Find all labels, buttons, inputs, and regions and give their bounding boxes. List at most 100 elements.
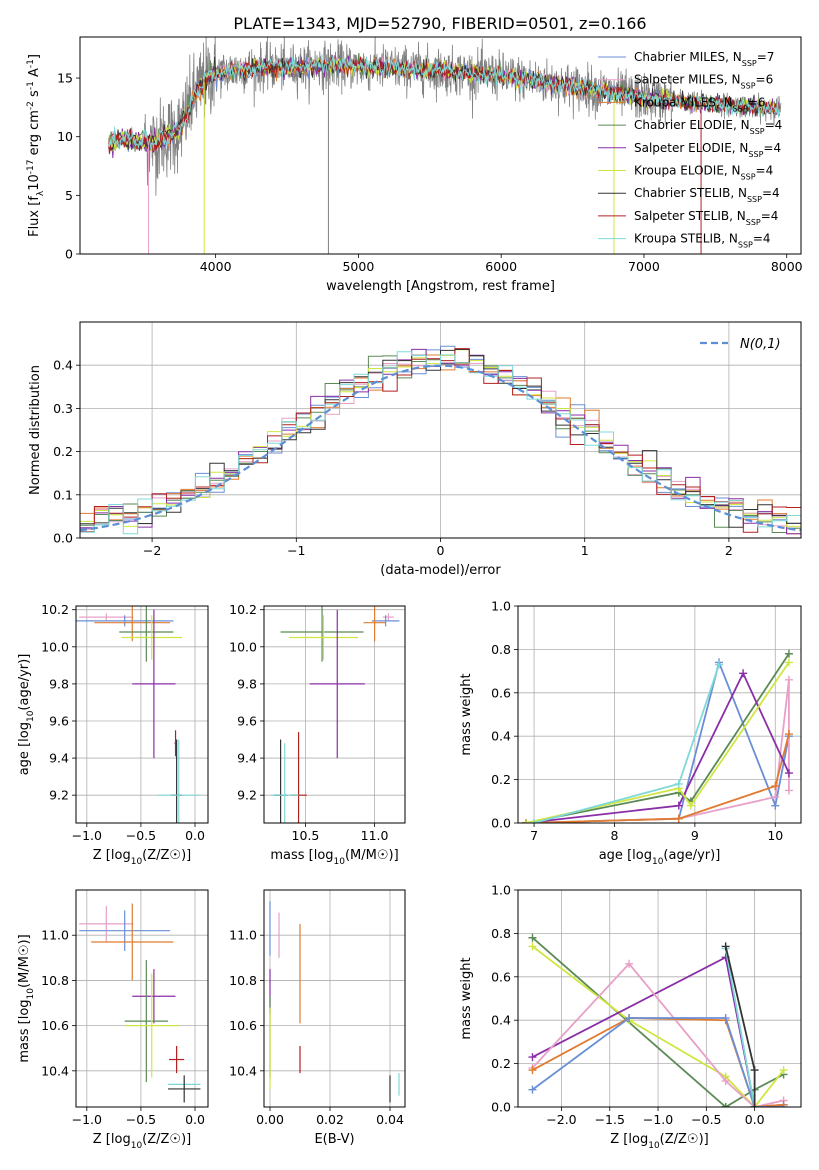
- spectrum-xtick-label: 4000: [200, 259, 232, 274]
- age_vs_mass-plot-area: [270, 606, 400, 823]
- residual_histogram-ytick-label: 0.2: [53, 444, 73, 459]
- mass_vs_Z-ytick-label: 10.4: [41, 1063, 69, 1078]
- legend-label-salpeter_elodie: Salpeter ELODIE, NSSP=4: [634, 141, 781, 159]
- residual_histogram-plot-area: [80, 345, 801, 538]
- mass_vs_Z-ylabel: mass [log10(M/M☉)]: [17, 934, 36, 1062]
- residual_histogram-ytick-label: 0.4: [53, 358, 73, 373]
- spectrum-ytick-label: 0: [65, 247, 73, 262]
- age_vs_mass-ytick-label: 9.2: [237, 788, 257, 803]
- mass_vs_ebv-frame: [263, 889, 406, 1108]
- mass_vs_ebv-ytick-label: 10.8: [229, 973, 257, 988]
- mass_weight_vs_age-ytick-label: 0.8: [491, 642, 511, 657]
- mass_vs_ebv-xtick-label: 0.02: [316, 1112, 344, 1127]
- mass_weight_vs_age-ytick-label: 0.4: [491, 729, 511, 744]
- spectrum-model-kroupa_stelib: [108, 54, 780, 151]
- age_vs_Z-ylabel: age [log10(age/yr)]: [17, 654, 36, 776]
- mass_weight_vs_Z-marker-salpeter_elodie: [528, 1053, 537, 1062]
- mass_weight_vs_Z-marker-chabrier_stelib: [750, 1103, 759, 1107]
- age_vs_Z-ytick-label: 10.0: [41, 639, 69, 654]
- legend-suffix: =6: [748, 95, 766, 109]
- mass_vs_Z-plot-area: [79, 903, 201, 1103]
- mass_weight_vs_Z-marker-salpeter_miles: [625, 959, 634, 968]
- residual_histogram-panel: −2 −1 0 1 2 0.0 0.1 0.2 0.3 0.4 (data-model)/error…: [28, 321, 802, 578]
- mass_weight_vs_age-ytick-label: 0.0: [491, 816, 511, 831]
- age_vs_Z-grid: [76, 606, 208, 823]
- mass_weight_vs_Z-marker-chabrier_miles: [625, 1014, 634, 1023]
- age_vs_Z-ytick-label: 9.4: [49, 751, 69, 766]
- mass_weight_vs_age-xtick-label: 8: [611, 828, 619, 843]
- mass_weight_vs_age-marker-kroupa_stelib: [530, 819, 539, 823]
- mass_vs_ebv-ytick-label: 11.0: [229, 928, 257, 943]
- mass_weight_vs_Z-xtick-label: −1.0: [643, 1112, 673, 1127]
- age_vs_mass-xtick-label: 11.0: [361, 828, 389, 843]
- mass_vs_ebv-panel: 0.00 0.02 0.04 10.4 10.6 10.8 11.0 E(B-V): [229, 889, 406, 1147]
- mass_weight_vs_age-marker-salpeter_elodie: [784, 769, 793, 778]
- spectrum-frame: [79, 36, 802, 255]
- mass_vs_Z-ytick-label: 10.8: [41, 973, 69, 988]
- mass_weight_vs_age-marker-salpeter_miles: [771, 792, 780, 801]
- mass_vs_Z-panel: −1.0 −0.5 0.0 10.4 10.6 10.8 11.0 Z [log10(Z/Z☉…: [17, 889, 209, 1151]
- mass_vs_Z-ytick-label: 10.6: [41, 1018, 69, 1033]
- spectrum-plot-area: [108, 37, 782, 254]
- age_vs_Z-ytick-label: 9.2: [49, 788, 69, 803]
- mass_weight_vs_age-series-kroupa_miles: [525, 733, 790, 823]
- mass_vs_ebv-xlabel: E(B-V): [314, 1132, 354, 1147]
- age_vs_mass-xtick-label: 10.5: [292, 828, 320, 843]
- mass_weight_vs_Z-plot-area: [528, 933, 788, 1107]
- mass_weight_vs_age-marker-kroupa_elodie: [686, 801, 695, 810]
- residual_histogram-xtick-label: 0: [437, 543, 445, 558]
- mass_weight_vs_Z-marker-chabrier_miles: [721, 1014, 730, 1023]
- spectrum-xtick-label: 5000: [342, 259, 374, 274]
- spectrum-xtick-label: 7000: [628, 259, 660, 274]
- spectrum-ytick-label: 10: [57, 129, 73, 144]
- mass_weight_vs_Z-ylabel: mass weight: [459, 957, 474, 1039]
- mass_weight_vs_age-frame: [517, 605, 802, 824]
- residual_histogram-ytick-label: 0.1: [53, 487, 73, 502]
- mass_weight_vs_age-ytick-label: 0.2: [491, 772, 511, 787]
- mass_vs_Z-xtick-label: 0.0: [185, 1112, 205, 1127]
- legend-suffix: =7: [757, 50, 775, 64]
- legend-label-kroupa_elodie: Kroupa ELODIE, NSSP=4: [634, 164, 773, 182]
- residual_histogram-xtick-label: 1: [581, 543, 589, 558]
- mass_weight_vs_Z-ytick-label: 1.0: [491, 883, 511, 898]
- residual_histogram-xlabel: (data-model)/error: [380, 563, 501, 578]
- mass_vs_ebv-ytick-label: 10.4: [229, 1063, 257, 1078]
- legend-name: Kroupa STELIB, N: [634, 232, 738, 246]
- mass_weight_vs_Z-frame: [517, 889, 802, 1108]
- spectrum-ylabel: Flux [fλ10-17 erg cm-2 s-1 A-1]: [26, 54, 46, 237]
- mass_weight_vs_Z-marker-kroupa_elodie: [528, 942, 537, 951]
- legend-name: Kroupa ELODIE, N: [634, 164, 741, 178]
- age_vs_mass-xlabel: mass [log10(M/M☉)]: [270, 848, 398, 867]
- mass_weight_vs_Z-ytick-label: 0.0: [491, 1100, 511, 1115]
- residual_histogram-xtick-label: 2: [725, 543, 733, 558]
- mass_vs_ebv-plot-area: [269, 901, 400, 1103]
- mass_weight_vs_age-ytick-label: 0.6: [491, 685, 511, 700]
- spectrum-xtick-label: 8000: [771, 259, 803, 274]
- mass_weight_vs_age-marker-kroupa_elodie: [784, 658, 793, 667]
- mass_weight_vs_age-marker-kroupa_miles: [674, 814, 683, 823]
- legend-label-salpeter_miles: Salpeter MILES, NSSP=6: [634, 73, 773, 91]
- age_vs_mass-ytick-label: 10.0: [229, 639, 257, 654]
- age_vs_Z-xtick-label: −0.5: [126, 828, 156, 843]
- legend-suffix: =4: [753, 232, 771, 246]
- legend-label-salpeter_stelib: Salpeter STELIB, NSSP=4: [634, 209, 778, 227]
- spectrum-ytick-label: 5: [65, 188, 73, 203]
- mass_weight_vs_Z-xtick-label: 0.0: [745, 1112, 765, 1127]
- mass_weight_vs_age-marker-kroupa_stelib: [674, 779, 683, 788]
- legend-sub: SSP: [748, 149, 763, 158]
- mass_weight_vs_Z-marker-chabrier_elodie: [528, 933, 537, 942]
- mass_weight_vs_Z-grid: [518, 889, 801, 1108]
- mass_weight_vs_age-plot-area: [522, 649, 793, 823]
- residual_histogram-xtick-label: −2: [143, 543, 161, 558]
- mass_vs_Z-grid: [76, 890, 208, 1107]
- mass_weight_vs_Z-marker-chabrier_miles: [779, 1103, 788, 1107]
- legend-name: Salpeter ELODIE, N: [634, 141, 748, 155]
- legend-name: Chabrier ELODIE, N: [634, 118, 750, 132]
- legend-sub: SSP: [750, 127, 765, 136]
- mass_weight_vs_Z-marker-chabrier_stelib: [721, 942, 730, 951]
- legend-name: Salpeter STELIB, N: [634, 209, 746, 223]
- spectrum-ytick-label: 15: [57, 71, 73, 86]
- mass_weight_vs_age-marker-salpeter_elodie: [674, 801, 683, 810]
